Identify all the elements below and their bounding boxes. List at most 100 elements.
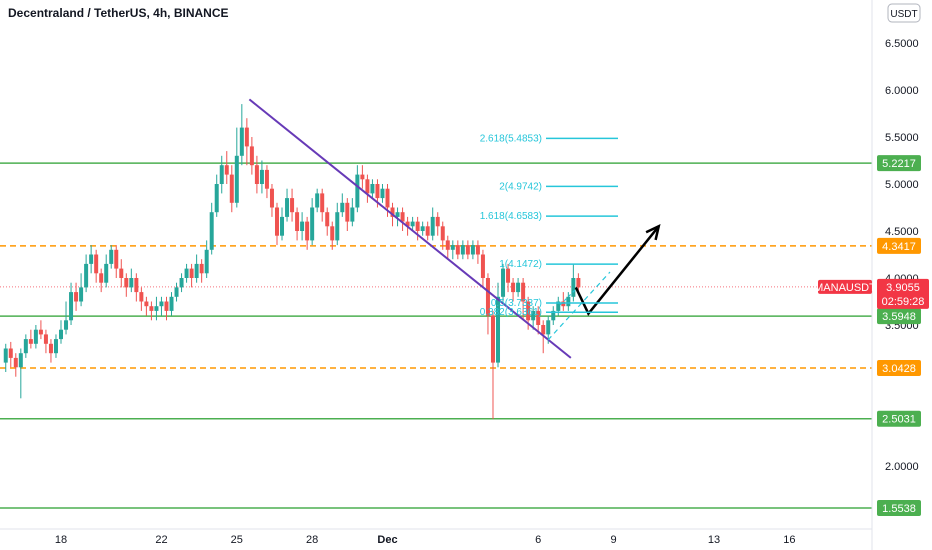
candle-body-92 — [465, 245, 470, 255]
level-badge-1 — [877, 237, 921, 254]
candle-body-107 — [541, 325, 546, 335]
candle-body-18 — [94, 254, 99, 274]
candle-body-55 — [280, 216, 285, 236]
level-badge-4 — [877, 410, 921, 427]
candle-body-77 — [390, 207, 395, 217]
candle-body-90 — [455, 245, 460, 255]
projection-arrowhead — [645, 224, 661, 241]
candle-body-95 — [480, 254, 485, 278]
candle-body-29 — [149, 306, 154, 311]
candle-body-8 — [43, 334, 48, 344]
current-price-badge — [877, 278, 929, 309]
candle-body-56 — [285, 198, 290, 217]
current-price-label: 3.9055 — [886, 282, 920, 294]
candle-body-65 — [330, 226, 335, 241]
candle-body-15 — [79, 287, 84, 302]
candle-body-68 — [345, 202, 350, 222]
candle-body-76 — [385, 188, 390, 208]
time-tick-2: 25 — [231, 534, 243, 546]
time-tick-1: 22 — [155, 534, 167, 546]
level-badge-label-3: 3.0428 — [882, 363, 916, 375]
candle-body-21 — [109, 249, 114, 264]
candle-body-59 — [300, 221, 305, 231]
candle-body-67 — [340, 202, 345, 213]
candle-body-49 — [249, 146, 254, 166]
candle-body-73 — [370, 184, 375, 194]
candle-body-98 — [496, 296, 501, 363]
candles — [3, 104, 581, 419]
time-tick-3: 28 — [306, 534, 318, 546]
candle-body-7 — [38, 329, 43, 335]
candle-body-43 — [219, 165, 224, 184]
candle-body-96 — [485, 278, 490, 316]
candle-body-53 — [269, 188, 274, 208]
candle-body-79 — [400, 212, 405, 222]
candle-body-45 — [229, 174, 234, 203]
candle-body-91 — [460, 245, 465, 255]
candle-body-50 — [254, 165, 259, 184]
candle-body-100 — [506, 268, 511, 283]
candle-body-20 — [104, 263, 109, 283]
candle-body-93 — [470, 245, 475, 255]
time-tick-0: 18 — [55, 534, 67, 546]
level-badge-label-1: 4.3417 — [882, 241, 916, 253]
candle-body-36 — [184, 268, 189, 278]
candle-body-39 — [199, 263, 204, 274]
time-axis[interactable]: 18 22 25 28 Dec 6 9 13 16 — [55, 534, 796, 546]
candle-body-58 — [295, 212, 300, 231]
candle-body-28 — [144, 301, 149, 307]
candle-body-19 — [99, 273, 104, 283]
price-axis[interactable]: 6.50006.00005.50005.00004.50004.00003.50… — [885, 38, 919, 473]
candle-body-17 — [89, 254, 94, 264]
candle-body-61 — [310, 207, 315, 241]
candle-body-89 — [450, 245, 455, 250]
price-tick-4: 4.5000 — [885, 226, 919, 238]
currency-button[interactable]: USDT — [887, 3, 921, 23]
candle-body-0 — [3, 348, 8, 363]
candle-body-27 — [139, 292, 144, 302]
candle-body-112 — [566, 296, 571, 307]
candle-body-35 — [179, 278, 184, 288]
level-badge-label-0: 5.2217 — [882, 158, 916, 170]
candle-body-9 — [48, 343, 53, 354]
symbol-badge-label: MANAUSDT — [814, 282, 876, 294]
candle-body-44 — [224, 165, 229, 175]
candle-body-48 — [244, 127, 249, 147]
candle-body-54 — [274, 207, 279, 236]
candle-body-85 — [430, 216, 435, 236]
candle-body-105 — [531, 310, 536, 321]
candle-body-24 — [124, 278, 129, 288]
candle-body-99 — [501, 268, 506, 297]
candle-body-108 — [546, 320, 551, 335]
price-tick-0: 6.5000 — [885, 38, 919, 50]
candle-body-13 — [69, 292, 74, 321]
candle-body-66 — [335, 212, 340, 241]
symbol-badge — [818, 279, 872, 294]
candle-body-16 — [84, 263, 89, 288]
level-badge-label-4: 2.5031 — [882, 414, 916, 426]
candle-body-80 — [405, 221, 410, 227]
candle-body-3 — [18, 353, 23, 368]
candle-body-104 — [526, 301, 531, 321]
candle-body-40 — [204, 249, 209, 274]
candle-body-26 — [134, 278, 139, 293]
candle-body-41 — [209, 212, 214, 250]
level-badge-label-2: 3.5948 — [882, 311, 916, 323]
candle-body-46 — [234, 155, 239, 203]
fib-label-0: 2.618(5.4853) — [480, 133, 542, 144]
candle-body-64 — [325, 212, 330, 227]
candle-body-37 — [189, 268, 194, 278]
candle-body-113 — [571, 278, 576, 297]
candle-body-62 — [315, 193, 320, 208]
candle-body-11 — [59, 329, 63, 340]
candle-body-84 — [425, 226, 430, 236]
candle-body-42 — [214, 184, 219, 213]
candle-body-12 — [64, 320, 69, 330]
candle-body-23 — [119, 268, 124, 278]
fib-label-3: 1(4.1472) — [499, 259, 542, 270]
candle-body-30 — [154, 306, 159, 311]
time-tick-7: 13 — [708, 534, 720, 546]
price-tick-1: 6.0000 — [885, 85, 919, 97]
candle-body-5 — [28, 339, 33, 344]
